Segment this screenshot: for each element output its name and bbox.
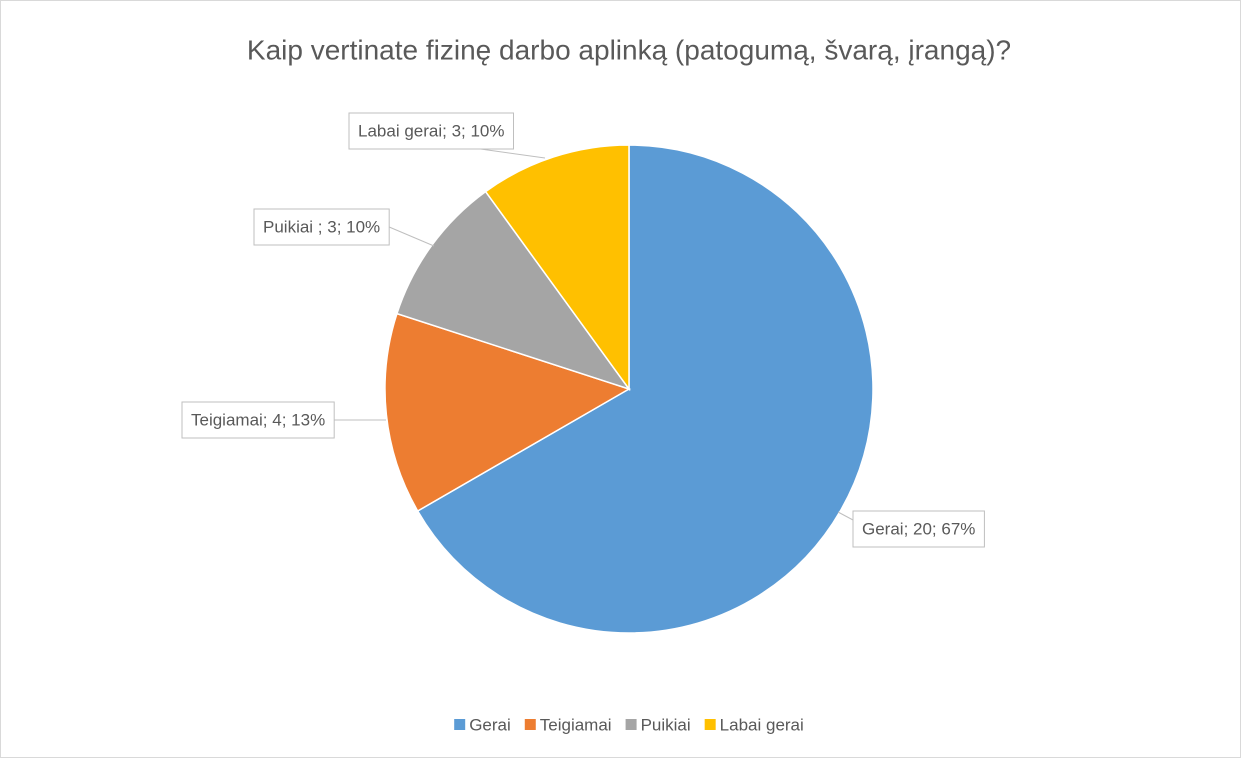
- pie-slice: [384, 312, 631, 513]
- pie-slice: [416, 144, 874, 634]
- data-label: Labai gerai; 3; 10%: [358, 121, 505, 140]
- leader-line: [480, 148, 546, 159]
- legend-label: Labai gerai: [720, 715, 804, 734]
- chart-title: Kaip vertinate fizinę darbo aplinką (pat…: [247, 34, 1011, 65]
- data-label-box: [253, 208, 390, 246]
- leader-line: [388, 226, 435, 247]
- legend-swatch: [454, 719, 466, 730]
- legend-swatch: [524, 719, 536, 730]
- legend-label: Teigiamai: [540, 715, 612, 734]
- leader-line: [837, 511, 854, 521]
- legend-swatch: [704, 719, 716, 730]
- data-label-box: [348, 112, 514, 150]
- legend-swatch: [625, 719, 637, 730]
- data-label: Puikiai ; 3; 10%: [263, 217, 380, 236]
- data-label-box: [852, 510, 985, 548]
- legend-label: Puikiai: [641, 715, 691, 734]
- data-label: Teigiamai; 4; 13%: [191, 410, 325, 429]
- legend-label: Gerai: [469, 715, 511, 734]
- data-label: Gerai; 20; 67%: [862, 519, 975, 538]
- pie-slice: [395, 190, 631, 391]
- pie-slice: [484, 144, 630, 392]
